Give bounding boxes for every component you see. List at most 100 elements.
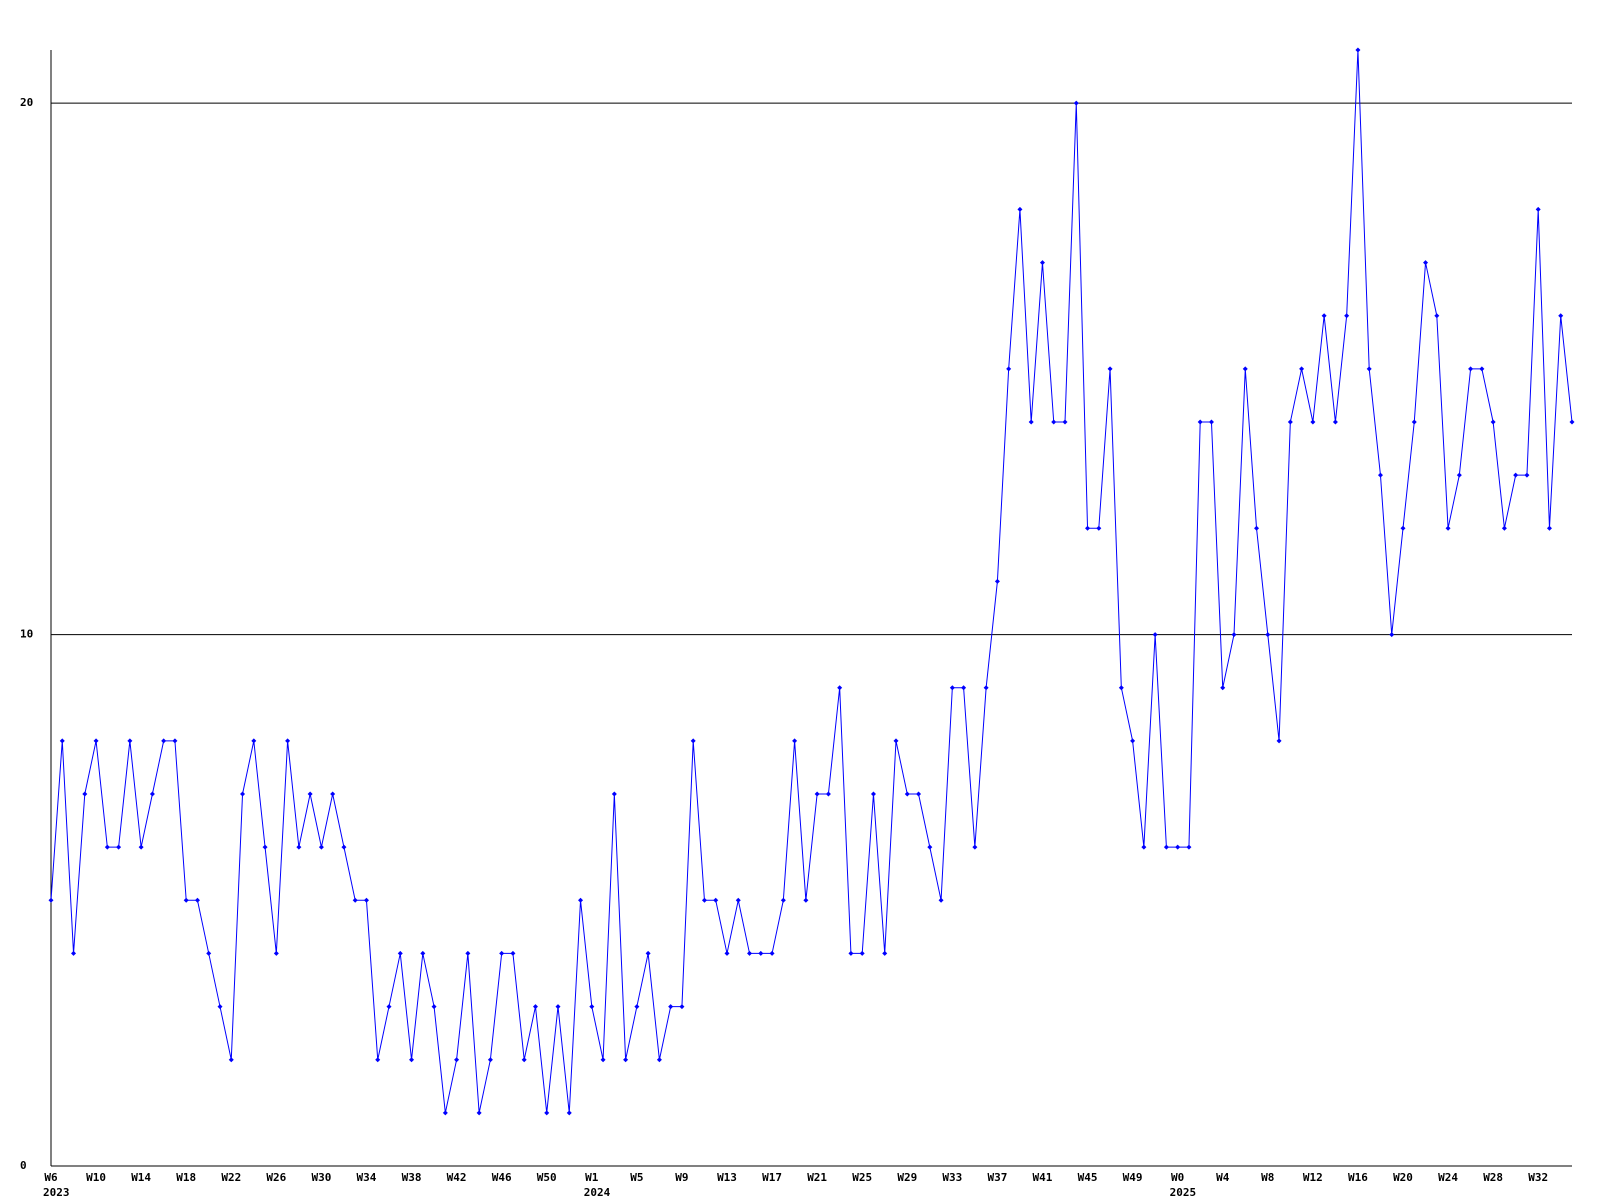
x-tick-label: W0: [1171, 1171, 1184, 1184]
point: [251, 738, 257, 744]
point: [814, 791, 820, 797]
point: [59, 738, 65, 744]
x-tick-label: W50: [537, 1171, 557, 1184]
point: [1445, 525, 1451, 531]
point: [927, 844, 933, 850]
point: [1118, 685, 1124, 691]
x-tick-label: W14: [131, 1171, 151, 1184]
x-tick-label: W17: [762, 1171, 782, 1184]
point: [1299, 366, 1305, 372]
point: [983, 685, 989, 691]
point: [1411, 419, 1417, 425]
point: [949, 685, 955, 691]
point: [532, 1004, 538, 1010]
x-tick-label: W33: [942, 1171, 962, 1184]
x-tick-label: W10: [86, 1171, 106, 1184]
point: [341, 844, 347, 850]
point: [194, 897, 200, 903]
point: [634, 1004, 640, 1010]
point: [611, 791, 617, 797]
x-tick-label: W21: [807, 1171, 827, 1184]
point: [1028, 419, 1034, 425]
point: [758, 950, 764, 956]
point: [127, 738, 133, 744]
point: [1017, 206, 1023, 212]
x-tick-label: W38: [402, 1171, 422, 1184]
point: [262, 844, 268, 850]
point: [285, 738, 291, 744]
point: [1073, 100, 1079, 106]
y-tick-label: 10: [20, 628, 33, 641]
point: [465, 950, 471, 956]
point: [296, 844, 302, 850]
x-tick-label: W26: [266, 1171, 286, 1184]
point: [420, 950, 426, 956]
point: [499, 950, 505, 956]
point: [1490, 419, 1496, 425]
point: [1276, 738, 1282, 744]
point: [679, 1004, 685, 1010]
x-tick-label: W30: [311, 1171, 331, 1184]
x-tick-label: W28: [1483, 1171, 1503, 1184]
point: [1208, 419, 1214, 425]
point: [330, 791, 336, 797]
point: [566, 1110, 572, 1116]
point: [904, 791, 910, 797]
point: [1468, 366, 1474, 372]
x-tick-label: W42: [447, 1171, 467, 1184]
point: [1321, 313, 1327, 319]
point: [1400, 525, 1406, 531]
point: [386, 1004, 392, 1010]
x-tick-label: W8: [1261, 1171, 1274, 1184]
point: [1479, 366, 1485, 372]
point: [104, 844, 110, 850]
point: [803, 897, 809, 903]
x-tick-label: W5: [630, 1171, 643, 1184]
point: [352, 897, 358, 903]
point: [1423, 260, 1429, 266]
point: [1569, 419, 1575, 425]
point: [307, 791, 313, 797]
x-tick-label: W45: [1078, 1171, 1098, 1184]
point: [1287, 419, 1293, 425]
point: [1141, 844, 1147, 850]
point: [848, 950, 854, 956]
point: [589, 1004, 595, 1010]
point: [859, 950, 865, 956]
x-tick-label: W1: [585, 1171, 599, 1184]
point: [48, 897, 54, 903]
x-tick-label: W18: [176, 1171, 196, 1184]
x-tick-label: W22: [221, 1171, 241, 1184]
point: [1501, 525, 1507, 531]
point: [780, 897, 786, 903]
point: [623, 1057, 629, 1063]
x-tick-label: W49: [1123, 1171, 1143, 1184]
point: [363, 897, 369, 903]
x-tick-label: W37: [987, 1171, 1007, 1184]
point: [172, 738, 178, 744]
point: [217, 1004, 223, 1010]
point: [656, 1057, 662, 1063]
point: [183, 897, 189, 903]
point: [1096, 525, 1102, 531]
point: [442, 1110, 448, 1116]
x-tick-label: W6: [44, 1171, 58, 1184]
point: [882, 950, 888, 956]
x-tick-label: W25: [852, 1171, 872, 1184]
y-tick-label: 0: [20, 1159, 27, 1172]
point: [510, 950, 516, 956]
point: [713, 897, 719, 903]
point: [1107, 366, 1113, 372]
point: [1546, 525, 1552, 531]
point: [1186, 844, 1192, 850]
point: [1558, 313, 1564, 319]
line: [50, 49, 1573, 1113]
point: [544, 1110, 550, 1116]
point: [1242, 366, 1248, 372]
point: [938, 897, 944, 903]
point: [138, 844, 144, 850]
point: [972, 844, 978, 850]
point: [1434, 313, 1440, 319]
y-tick-label: 20: [20, 96, 33, 109]
